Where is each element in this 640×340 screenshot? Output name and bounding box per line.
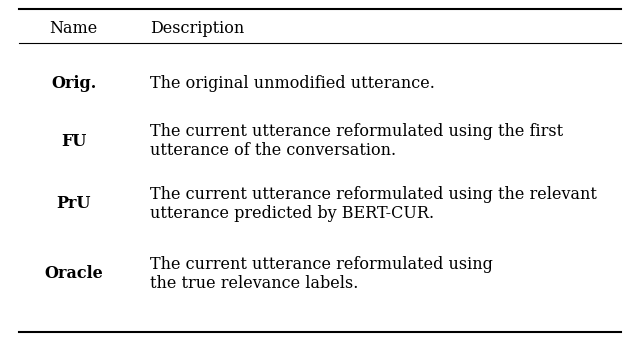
Text: The current utterance reformulated using the first: The current utterance reformulated using… [150, 123, 564, 140]
Text: The current utterance reformulated using: The current utterance reformulated using [150, 256, 493, 273]
Text: The current utterance reformulated using the relevant: The current utterance reformulated using… [150, 186, 597, 203]
Text: utterance of the conversation.: utterance of the conversation. [150, 142, 397, 159]
Text: The original unmodified utterance.: The original unmodified utterance. [150, 75, 435, 92]
Text: PrU: PrU [56, 195, 91, 212]
Text: Oracle: Oracle [44, 265, 103, 282]
Text: utterance predicted by BERT-CUR.: utterance predicted by BERT-CUR. [150, 205, 435, 222]
Text: FU: FU [61, 133, 86, 150]
Text: the true relevance labels.: the true relevance labels. [150, 275, 359, 291]
Text: Name: Name [49, 20, 98, 37]
Text: Orig.: Orig. [51, 75, 96, 92]
Text: Description: Description [150, 20, 244, 37]
